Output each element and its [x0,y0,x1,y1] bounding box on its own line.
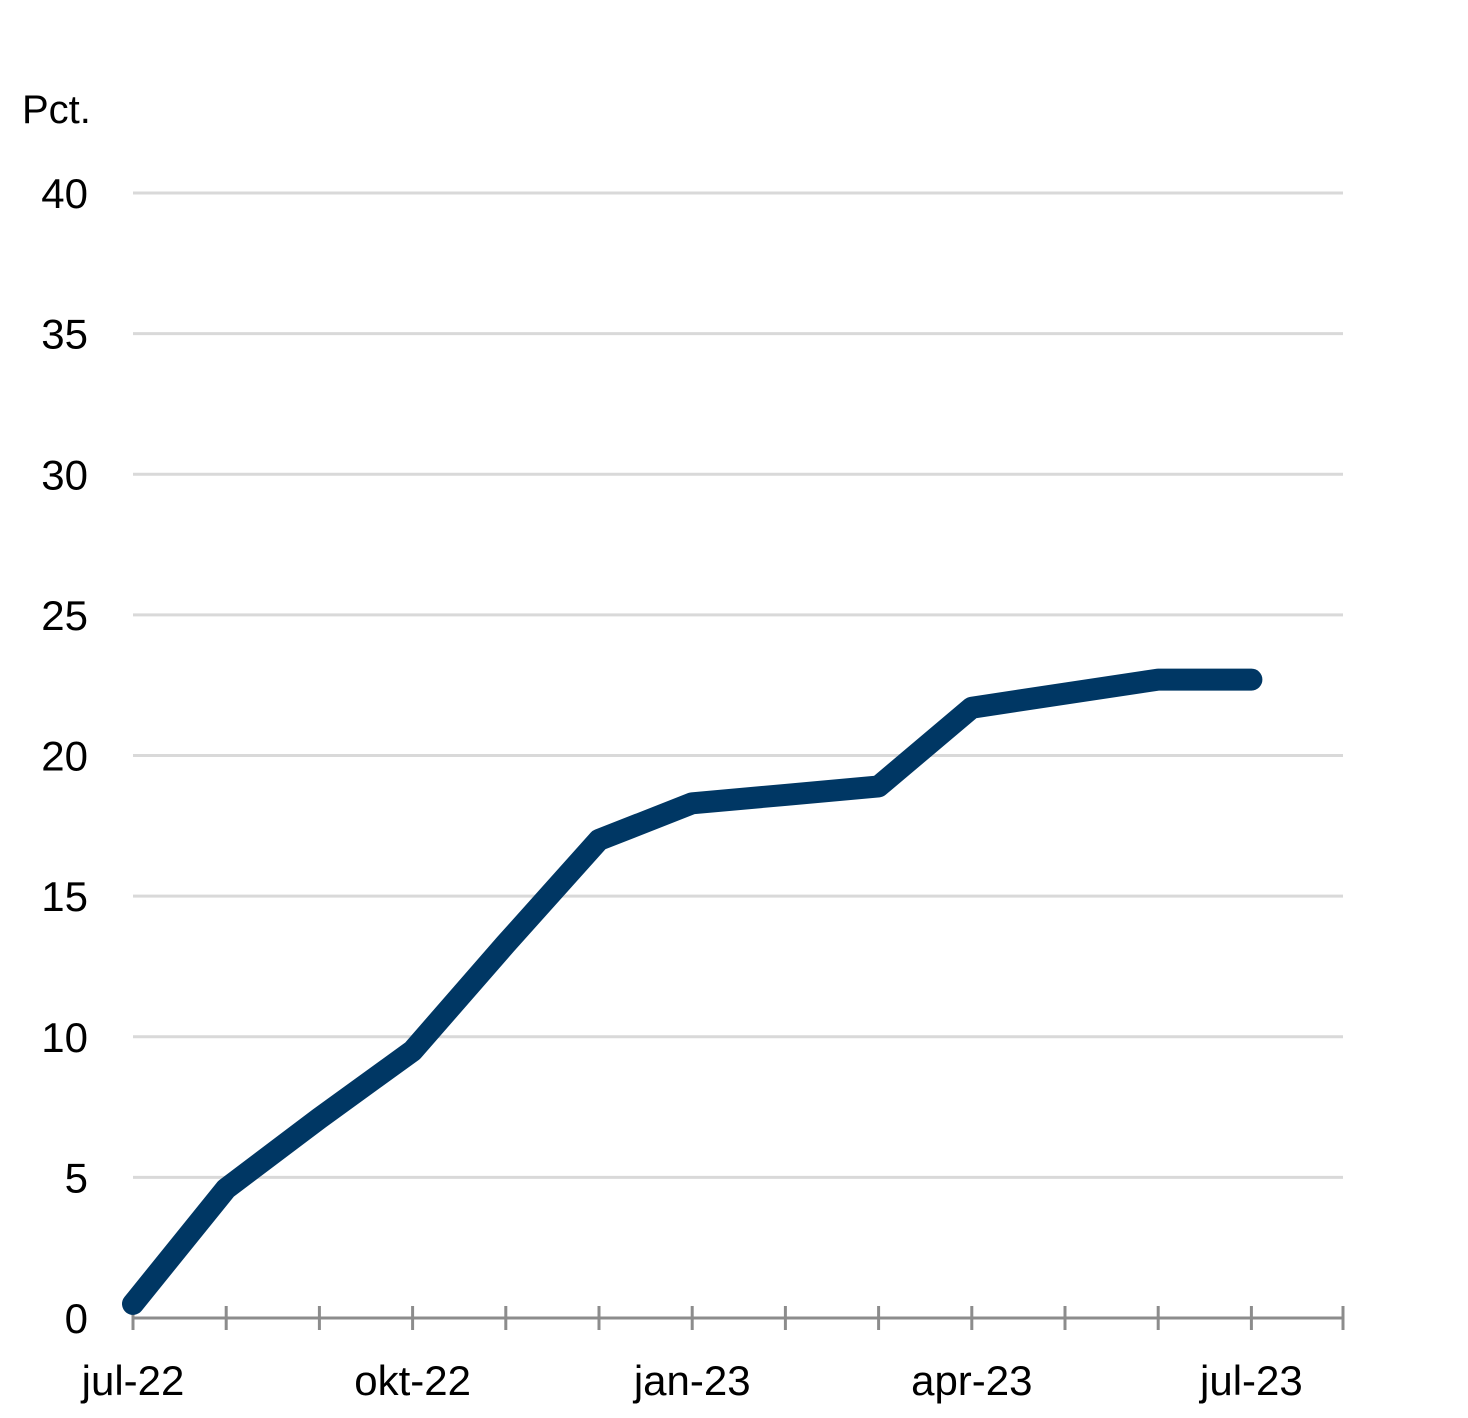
series-layer [122,668,1263,1315]
y-tick-label: 0 [65,1295,88,1342]
y-tick-label: 5 [65,1154,88,1201]
x-tick-label: jul-22 [80,1357,185,1404]
x-tick-label: jan-23 [632,1357,751,1404]
series-line [122,668,1263,1315]
x-tick-label: jul-23 [1198,1357,1303,1404]
y-tick-label: 35 [41,311,88,358]
y-tick-label: 15 [41,873,88,920]
y-axis-tick-labels: 0 5 10 15 20 25 30 35 40 [41,170,88,1342]
y-tick-label: 40 [41,170,88,217]
x-tick-label: okt-22 [354,1357,471,1404]
y-axis-unit-label: Pct. [22,88,91,132]
y-tick-label: 25 [41,592,88,639]
y-tick-label: 30 [41,451,88,498]
y-tick-label: 20 [41,733,88,780]
x-tick-label: apr-23 [911,1357,1032,1404]
x-axis [131,1306,1345,1330]
x-axis-tick-labels: jul-22 okt-22 jan-23 apr-23 jul-23 [80,1357,1303,1404]
gridlines [133,191,1343,1179]
y-tick-label: 10 [41,1014,88,1061]
